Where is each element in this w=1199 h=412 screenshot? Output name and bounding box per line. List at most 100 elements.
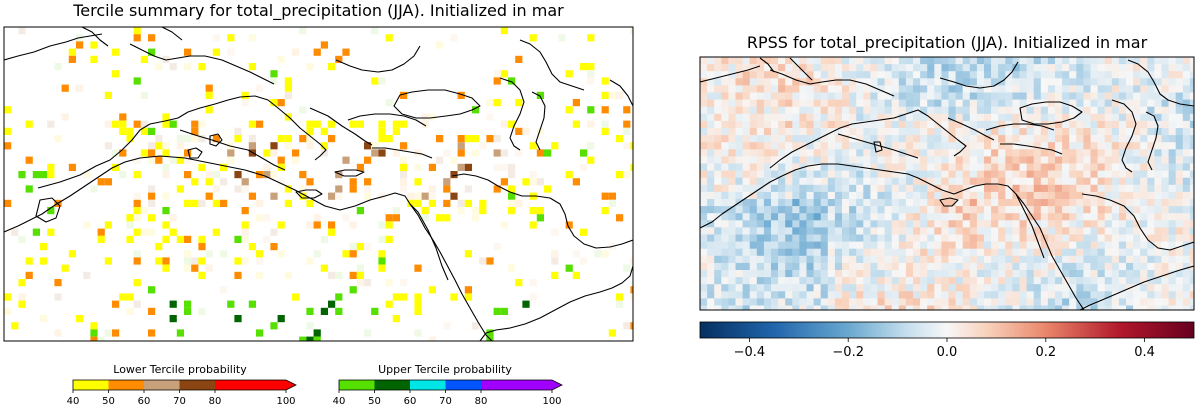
rpss-cell	[891, 177, 900, 186]
rpss-cell	[863, 57, 871, 65]
rpss-cell	[813, 206, 821, 214]
rpss-cell	[763, 99, 772, 107]
rpss-cell	[1090, 277, 1098, 285]
rpss-cell	[898, 135, 907, 143]
rpss-cell	[877, 277, 885, 285]
rpss-cell	[856, 255, 864, 264]
rpss-cell	[763, 149, 772, 157]
rpss-cell	[856, 291, 864, 299]
tercile-cell	[479, 142, 487, 150]
tercile-cell	[320, 307, 328, 315]
rpss-cell	[962, 227, 971, 235]
tercile-cell	[565, 70, 573, 78]
rpss-cell	[998, 71, 1006, 79]
rpss-cell	[955, 284, 963, 292]
rpss-cell	[749, 92, 758, 100]
tercile-cell	[241, 91, 249, 99]
rpss-cell	[905, 113, 914, 122]
rpss-cell	[1019, 64, 1027, 72]
tercile-cell	[133, 192, 141, 200]
rpss-cell	[1126, 213, 1134, 221]
rpss-cell	[842, 241, 850, 249]
rpss-cell	[834, 156, 843, 164]
rpss-cell	[1154, 177, 1162, 186]
rpss-cell	[1047, 120, 1056, 129]
rpss-cell	[913, 191, 921, 200]
rpss-cell	[941, 241, 949, 249]
rpss-cell	[842, 170, 850, 178]
rpss-cell	[1140, 156, 1148, 164]
rpss-cell	[1005, 106, 1013, 115]
rpss-cell	[991, 255, 999, 264]
rpss-cell	[1012, 191, 1020, 200]
rpss-cell	[1055, 206, 1063, 214]
rpss-cell	[927, 220, 935, 228]
rpss-cell	[941, 191, 949, 200]
rpss-cell	[1040, 99, 1049, 107]
rpss-cell	[735, 156, 743, 164]
tercile-cell	[421, 207, 429, 215]
rpss-cell	[1133, 234, 1141, 242]
rpss-cell	[771, 128, 779, 136]
rpss-cell	[1040, 163, 1049, 171]
tercile-cell	[198, 257, 206, 265]
rpss-cell	[834, 291, 843, 299]
tercile-cell	[299, 336, 307, 341]
rpss-cell	[1012, 241, 1020, 249]
rpss-cell	[813, 234, 821, 242]
rpss-cell	[863, 128, 871, 136]
rpss-cell	[863, 106, 871, 115]
tercile-cell	[529, 142, 537, 150]
rpss-cell	[1055, 248, 1063, 257]
rpss-cell	[927, 64, 935, 72]
rpss-cell	[984, 199, 992, 207]
rpss-cell	[1012, 270, 1020, 278]
rpss-cell	[934, 199, 942, 207]
rpss-cell	[1047, 206, 1056, 214]
rpss-cell	[863, 120, 871, 129]
rpss-cell	[976, 64, 985, 72]
rpss-cell	[792, 156, 800, 164]
rpss-cell	[969, 305, 978, 310]
tercile-cell	[248, 243, 256, 251]
rpss-cell	[1019, 135, 1027, 143]
rpss-cell	[756, 305, 765, 310]
rpss-cell	[842, 255, 850, 264]
rpss-cell	[976, 227, 985, 235]
tercile-cell	[148, 228, 156, 236]
tercile-cell	[76, 315, 84, 323]
rpss-cell	[870, 305, 878, 310]
rpss-cell	[1104, 291, 1113, 299]
rpss-cell	[913, 248, 921, 257]
tercile-cell	[256, 271, 264, 279]
upper-tercile-tick-label: 50	[368, 396, 381, 407]
tercile-cell	[90, 185, 98, 193]
rpss-cell	[813, 78, 821, 86]
rpss-cell	[920, 106, 928, 115]
tercile-cell	[299, 185, 307, 193]
tercile-cell	[241, 185, 249, 193]
rpss-cell	[1126, 298, 1134, 306]
rpss-cell	[870, 99, 878, 107]
rpss-cell	[700, 284, 708, 292]
rpss-cell	[756, 277, 765, 285]
rpss-cell	[707, 163, 715, 171]
rpss-cell	[1062, 135, 1070, 143]
rpss-cell	[714, 64, 722, 72]
rpss-cell	[955, 142, 963, 150]
tercile-cell	[25, 156, 33, 164]
rpss-cell	[955, 248, 963, 257]
tercile-cell	[61, 264, 69, 272]
rpss-cell	[1076, 149, 1084, 157]
rpss-cell	[714, 135, 722, 143]
rpss-cell	[763, 206, 772, 214]
tercile-cell	[47, 163, 55, 171]
rpss-cell	[1055, 291, 1063, 299]
tercile-cell	[4, 293, 12, 301]
rpss-cell	[1047, 277, 1056, 285]
rpss-cell	[721, 284, 729, 292]
tercile-cell	[486, 329, 494, 337]
rpss-cell	[721, 71, 729, 79]
rpss-cell	[1126, 270, 1134, 278]
rpss-cell	[884, 170, 892, 178]
